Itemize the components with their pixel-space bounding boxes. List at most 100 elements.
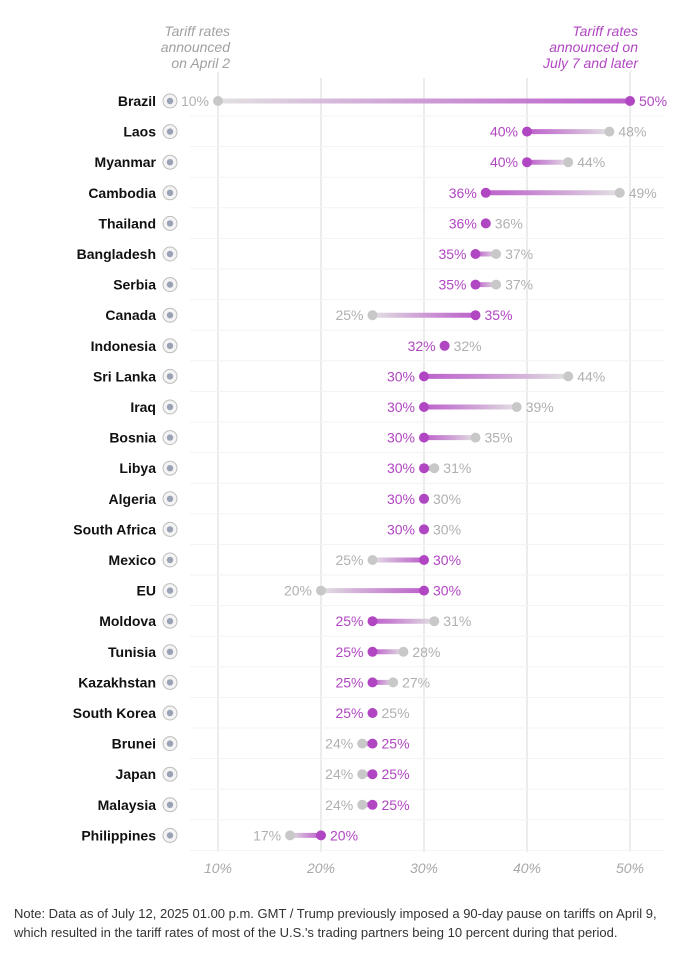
- header-july: Tariff rates: [572, 23, 638, 39]
- april-rate-label: 44%: [577, 368, 605, 384]
- flag-center: [166, 771, 174, 778]
- july-rate-label: 40%: [490, 124, 518, 140]
- july-rate-dot: [367, 677, 378, 688]
- july-rate-dot: [419, 463, 429, 474]
- april-rate-dot: [429, 463, 440, 474]
- header-july: announced on: [549, 39, 638, 55]
- july-rate-label: 35%: [438, 277, 466, 293]
- july-rate-dot: [419, 524, 429, 535]
- country-label: Kazakhstan: [78, 674, 156, 690]
- july-rate-dot: [367, 769, 378, 780]
- header-july: July 7 and later: [542, 55, 639, 71]
- april-rate-dot: [388, 677, 399, 688]
- april-rate-dot: [357, 799, 368, 810]
- flag-center: [166, 465, 174, 472]
- april-rate-label: 37%: [505, 277, 533, 293]
- flag-center: [166, 159, 174, 166]
- july-rate-dot: [480, 187, 491, 198]
- july-rate-dot: [316, 830, 326, 841]
- x-tick-label: 50%: [616, 860, 644, 876]
- july-rate-label: 36%: [449, 215, 477, 231]
- april-rate-label: 48%: [618, 124, 646, 140]
- x-tick-label: 20%: [306, 860, 335, 876]
- july-rate-label: 25%: [335, 644, 363, 660]
- april-rate-label: 17%: [253, 827, 281, 843]
- july-rate-label: 30%: [433, 552, 461, 568]
- flag-center: [166, 801, 174, 808]
- x-tick-label: 40%: [513, 860, 541, 876]
- april-rate-dot: [357, 738, 368, 749]
- rate-change-bar: [372, 557, 424, 563]
- july-rate-dot: [480, 218, 491, 229]
- country-label: Bosnia: [109, 430, 156, 446]
- july-rate-dot: [367, 616, 378, 627]
- flag-center: [166, 832, 174, 839]
- april-rate-label: 31%: [443, 613, 471, 629]
- header-april: on April 2: [171, 55, 230, 71]
- april-rate-label: 24%: [325, 797, 353, 813]
- header-april: Tariff rates: [164, 23, 230, 39]
- country-label: Thailand: [98, 215, 156, 231]
- april-rate-label: 20%: [284, 583, 312, 599]
- april-rate-label: 25%: [335, 307, 363, 323]
- july-rate-dot: [419, 493, 429, 504]
- x-tick-label: 10%: [204, 860, 232, 876]
- flag-center: [166, 189, 174, 196]
- rate-change-bar: [321, 588, 424, 594]
- july-rate-dot: [470, 249, 481, 259]
- july-rate-dot: [419, 402, 429, 412]
- april-rate-label: 44%: [577, 154, 605, 170]
- rate-change-bar: [475, 251, 497, 257]
- rate-change-bar: [475, 282, 497, 288]
- flag-center: [166, 679, 174, 686]
- country-label: Mexico: [109, 552, 156, 568]
- country-label: Moldova: [99, 613, 156, 629]
- july-rate-dot: [470, 279, 481, 290]
- july-rate-label: 25%: [335, 613, 363, 629]
- flag-center: [166, 281, 174, 288]
- july-rate-dot: [625, 96, 635, 106]
- april-rate-label: 31%: [443, 460, 471, 476]
- july-rate-label: 30%: [387, 491, 415, 507]
- july-rate-label: 36%: [449, 185, 477, 201]
- rate-change-bar: [372, 679, 394, 685]
- flag-center: [166, 556, 174, 564]
- april-rate-label: 28%: [412, 644, 440, 660]
- april-rate-dot: [491, 279, 502, 290]
- country-label: Laos: [123, 124, 156, 140]
- country-label: Serbia: [113, 277, 156, 293]
- july-rate-label: 25%: [382, 766, 410, 782]
- april-rate-dot: [285, 830, 296, 841]
- april-rate-dot: [213, 96, 223, 106]
- july-rate-dot: [419, 555, 429, 565]
- july-rate-label: 30%: [387, 399, 415, 415]
- april-rate-dot: [470, 432, 481, 443]
- april-rate-label: 36%: [495, 215, 523, 231]
- april-rate-label: 37%: [505, 246, 533, 262]
- april-rate-label: 35%: [485, 430, 513, 446]
- april-rate-label: 30%: [433, 521, 461, 537]
- july-rate-dot: [367, 708, 378, 718]
- july-rate-label: 20%: [330, 827, 358, 843]
- flag-center: [166, 648, 174, 655]
- country-label: Algeria: [109, 491, 157, 507]
- flag-center: [166, 740, 174, 747]
- country-label: Sri Lanka: [93, 368, 156, 384]
- july-rate-dot: [470, 310, 481, 321]
- april-rate-label: 24%: [325, 766, 353, 782]
- april-rate-label: 25%: [382, 705, 410, 721]
- april-rate-dot: [491, 249, 502, 259]
- april-rate-dot: [367, 555, 378, 565]
- flag-center: [166, 434, 174, 441]
- flag-center: [166, 342, 174, 349]
- april-rate-dot: [563, 157, 574, 168]
- rate-change-bar: [424, 404, 517, 410]
- july-rate-label: 35%: [485, 307, 513, 323]
- rate-change-bar: [290, 832, 321, 838]
- july-rate-label: 30%: [387, 430, 415, 446]
- rate-change-bar: [485, 190, 620, 196]
- july-rate-dot: [367, 738, 378, 749]
- flag-center: [166, 97, 174, 105]
- july-rate-dot: [439, 340, 450, 351]
